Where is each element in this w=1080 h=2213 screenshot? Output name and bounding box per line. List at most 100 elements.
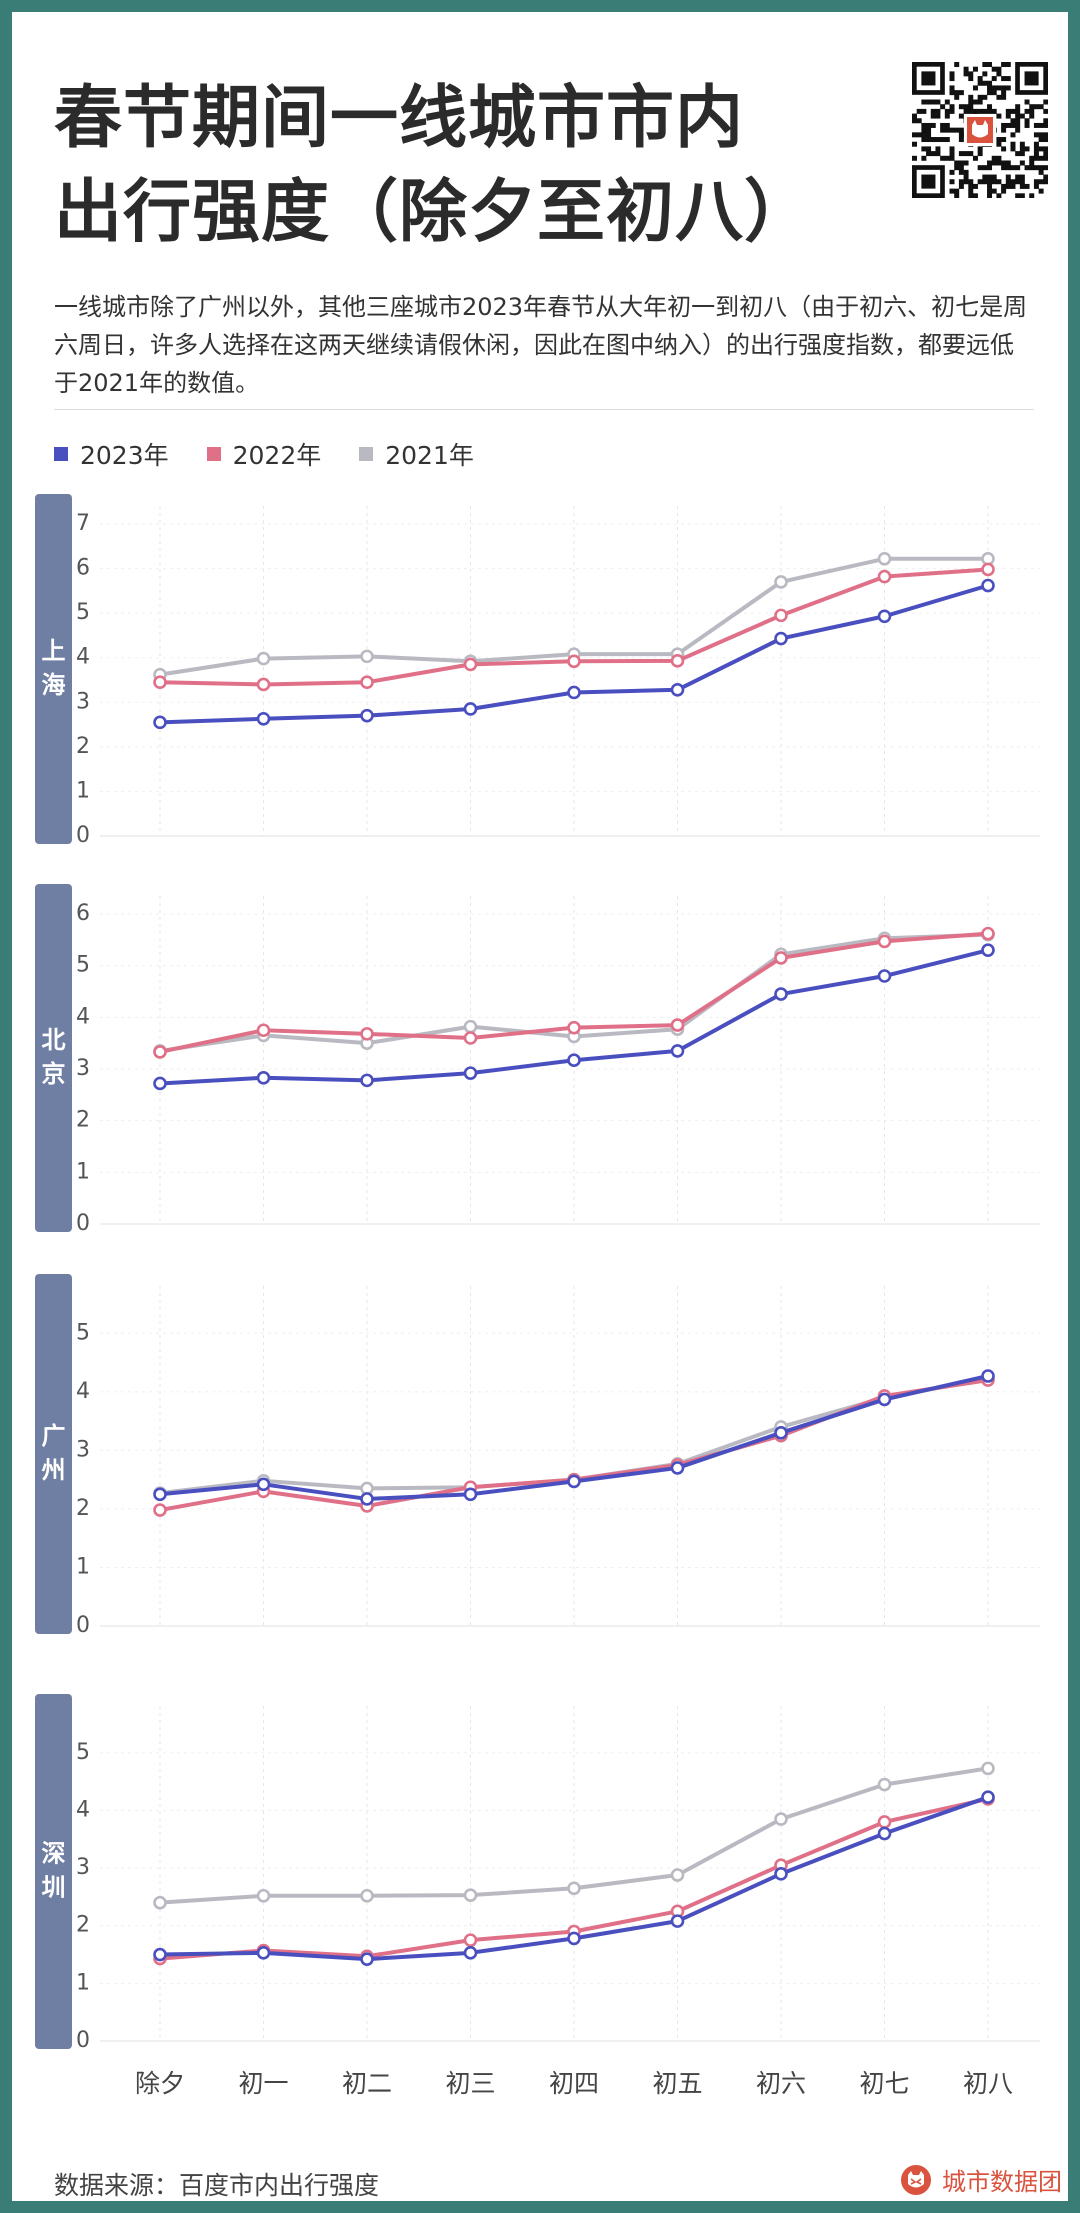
data-point-0-1-6 — [774, 608, 788, 623]
y-tick-label-2-1: 1 — [76, 1554, 90, 1579]
legend-label-2022: 2022年 — [232, 441, 322, 470]
y-tick-label-3-0: 0 — [76, 2028, 90, 2053]
y-tick-label-3-2: 2 — [76, 1913, 90, 1938]
data-point-3-2-3 — [463, 1888, 478, 1902]
data-point-1-0-6 — [774, 987, 788, 1001]
y-tick-label-0-0: 0 — [76, 823, 90, 848]
data-point-3-0-4 — [567, 1931, 581, 1946]
legend-item-2023: 2023年 — [54, 436, 169, 472]
y-tick-label-0-7: 7 — [76, 511, 90, 536]
y-tick-label-2-2: 2 — [76, 1496, 90, 1521]
divider — [54, 409, 1034, 410]
city-tab-3 — [35, 1694, 72, 2049]
data-point-0-2-2 — [360, 649, 374, 664]
legend-swatch-2021 — [359, 447, 374, 461]
y-tick-label-3-3: 3 — [76, 1855, 90, 1880]
data-point-1-0-1 — [256, 1070, 271, 1085]
data-point-2-0-2 — [360, 1492, 374, 1506]
y-tick-label-1-0: 0 — [76, 1211, 90, 1236]
y-tick-label-2-5: 5 — [76, 1320, 90, 1345]
legend-item-2022: 2022年 — [206, 436, 322, 472]
data-point-2-0-0 — [153, 1487, 167, 1502]
data-point-3-0-2 — [360, 1952, 374, 1966]
x-tick-label-8: 初八 — [963, 2069, 1013, 2098]
data-point-0-1-2 — [360, 675, 374, 690]
data-point-2-0-4 — [567, 1474, 581, 1489]
data-point-1-1-0 — [153, 1045, 167, 1059]
x-tick-label-7: 初七 — [859, 2069, 909, 2098]
data-point-1-0-0 — [153, 1076, 167, 1091]
city-tab-1 — [35, 884, 72, 1232]
data-point-0-0-8 — [981, 578, 995, 593]
y-tick-label-0-1: 1 — [76, 778, 90, 803]
data-point-0-0-5 — [670, 683, 685, 697]
data-point-3-2-4 — [567, 1881, 581, 1896]
data-point-3-0-7 — [877, 1826, 892, 1841]
legend-swatch-2023 — [54, 447, 68, 461]
y-tick-label-3-5: 5 — [76, 1740, 90, 1765]
data-point-3-2-2 — [360, 1888, 374, 1903]
data-point-0-0-6 — [774, 631, 788, 646]
y-tick-label-1-6: 6 — [76, 901, 90, 926]
data-point-0-2-8 — [981, 551, 995, 566]
qr-code-icon[interactable] — [912, 62, 1049, 199]
y-tick-label-1-2: 2 — [76, 1108, 90, 1133]
data-point-0-1-1 — [256, 677, 271, 692]
data-point-2-0-7 — [877, 1392, 892, 1407]
legend-swatch-2022 — [206, 447, 221, 461]
data-point-3-0-5 — [670, 1914, 685, 1928]
data-point-0-0-3 — [463, 702, 478, 716]
x-tick-label-2: 初二 — [342, 2069, 392, 2098]
data-point-0-0-1 — [256, 711, 271, 726]
data-point-1-0-7 — [877, 969, 892, 983]
y-tick-label-3-1: 1 — [76, 1970, 90, 1995]
x-tick-label-1: 初一 — [238, 2069, 288, 2098]
page-title: 春节期间一线城市市内 出行强度（除夕至初八） — [54, 72, 874, 260]
data-point-3-0-1 — [256, 1946, 271, 1960]
data-point-3-0-6 — [774, 1867, 788, 1881]
data-point-3-1-7 — [877, 1815, 892, 1829]
data-point-1-1-2 — [360, 1027, 374, 1041]
brand: 城市数据团 — [900, 2162, 1062, 2197]
y-tick-label-0-5: 5 — [76, 600, 90, 625]
data-point-3-0-0 — [153, 1947, 167, 1962]
data-point-1-0-8 — [981, 943, 995, 957]
x-tick-label-5: 初五 — [652, 2069, 702, 2098]
y-tick-label-3-4: 4 — [76, 1797, 90, 1822]
data-point-3-0-8 — [981, 1790, 995, 1804]
data-point-1-1-1 — [256, 1023, 271, 1038]
infographic-card: 春节期间一线城市市内 出行强度（除夕至初八） 一线城市除了广州以外，其他三座城市… — [12, 12, 1068, 2201]
data-point-1-1-4 — [567, 1020, 581, 1035]
data-point-3-2-7 — [877, 1777, 892, 1792]
legend: 2023年 2022年 2021年 — [54, 438, 512, 470]
description-text: 一线城市除了广州以外，其他三座城市2023年春节从大年初一到初八（由于初六、初七… — [54, 293, 1028, 397]
data-point-3-2-8 — [981, 1761, 995, 1776]
x-tick-label-0: 除夕 — [135, 2069, 185, 2098]
data-point-0-0-0 — [153, 715, 167, 730]
data-point-3-2-6 — [774, 1812, 788, 1826]
multi-panel-line-chart: 上海 0 1 2 3 4 5 6 7 北京 0 1 2 3 4 5 6 广州 0 1 2 3 4 5 深圳 0 1 2 3 4 5 除夕 初一 初… — [35, 494, 1040, 2098]
data-point-1-1-7 — [877, 934, 892, 949]
data-point-0-1-8 — [981, 562, 995, 577]
data-point-2-0-1 — [256, 1477, 271, 1492]
city-label-3: 深圳 — [42, 1840, 66, 1902]
data-point-0-2-6 — [774, 575, 788, 589]
y-tick-label-0-6: 6 — [76, 556, 90, 581]
data-point-0-1-4 — [567, 654, 581, 669]
y-tick-label-0-4: 4 — [76, 645, 90, 670]
data-point-0-0-2 — [360, 708, 374, 723]
data-point-0-0-4 — [567, 685, 581, 700]
legend-item-2021: 2021年 — [359, 436, 474, 472]
y-tick-label-2-3: 3 — [76, 1437, 90, 1462]
data-point-3-1-3 — [463, 1933, 478, 1947]
data-point-0-0-7 — [877, 609, 892, 624]
data-point-1-0-3 — [463, 1066, 478, 1080]
data-point-1-2-3 — [463, 1019, 478, 1034]
data-point-0-1-3 — [463, 657, 478, 672]
data-point-1-1-3 — [463, 1031, 478, 1045]
data-point-3-2-0 — [153, 1895, 167, 1910]
x-tick-label-3: 初三 — [445, 2069, 495, 2098]
data-point-0-2-7 — [877, 551, 892, 566]
y-tick-label-1-4: 4 — [76, 1004, 90, 1029]
y-tick-label-1-3: 3 — [76, 1056, 90, 1081]
